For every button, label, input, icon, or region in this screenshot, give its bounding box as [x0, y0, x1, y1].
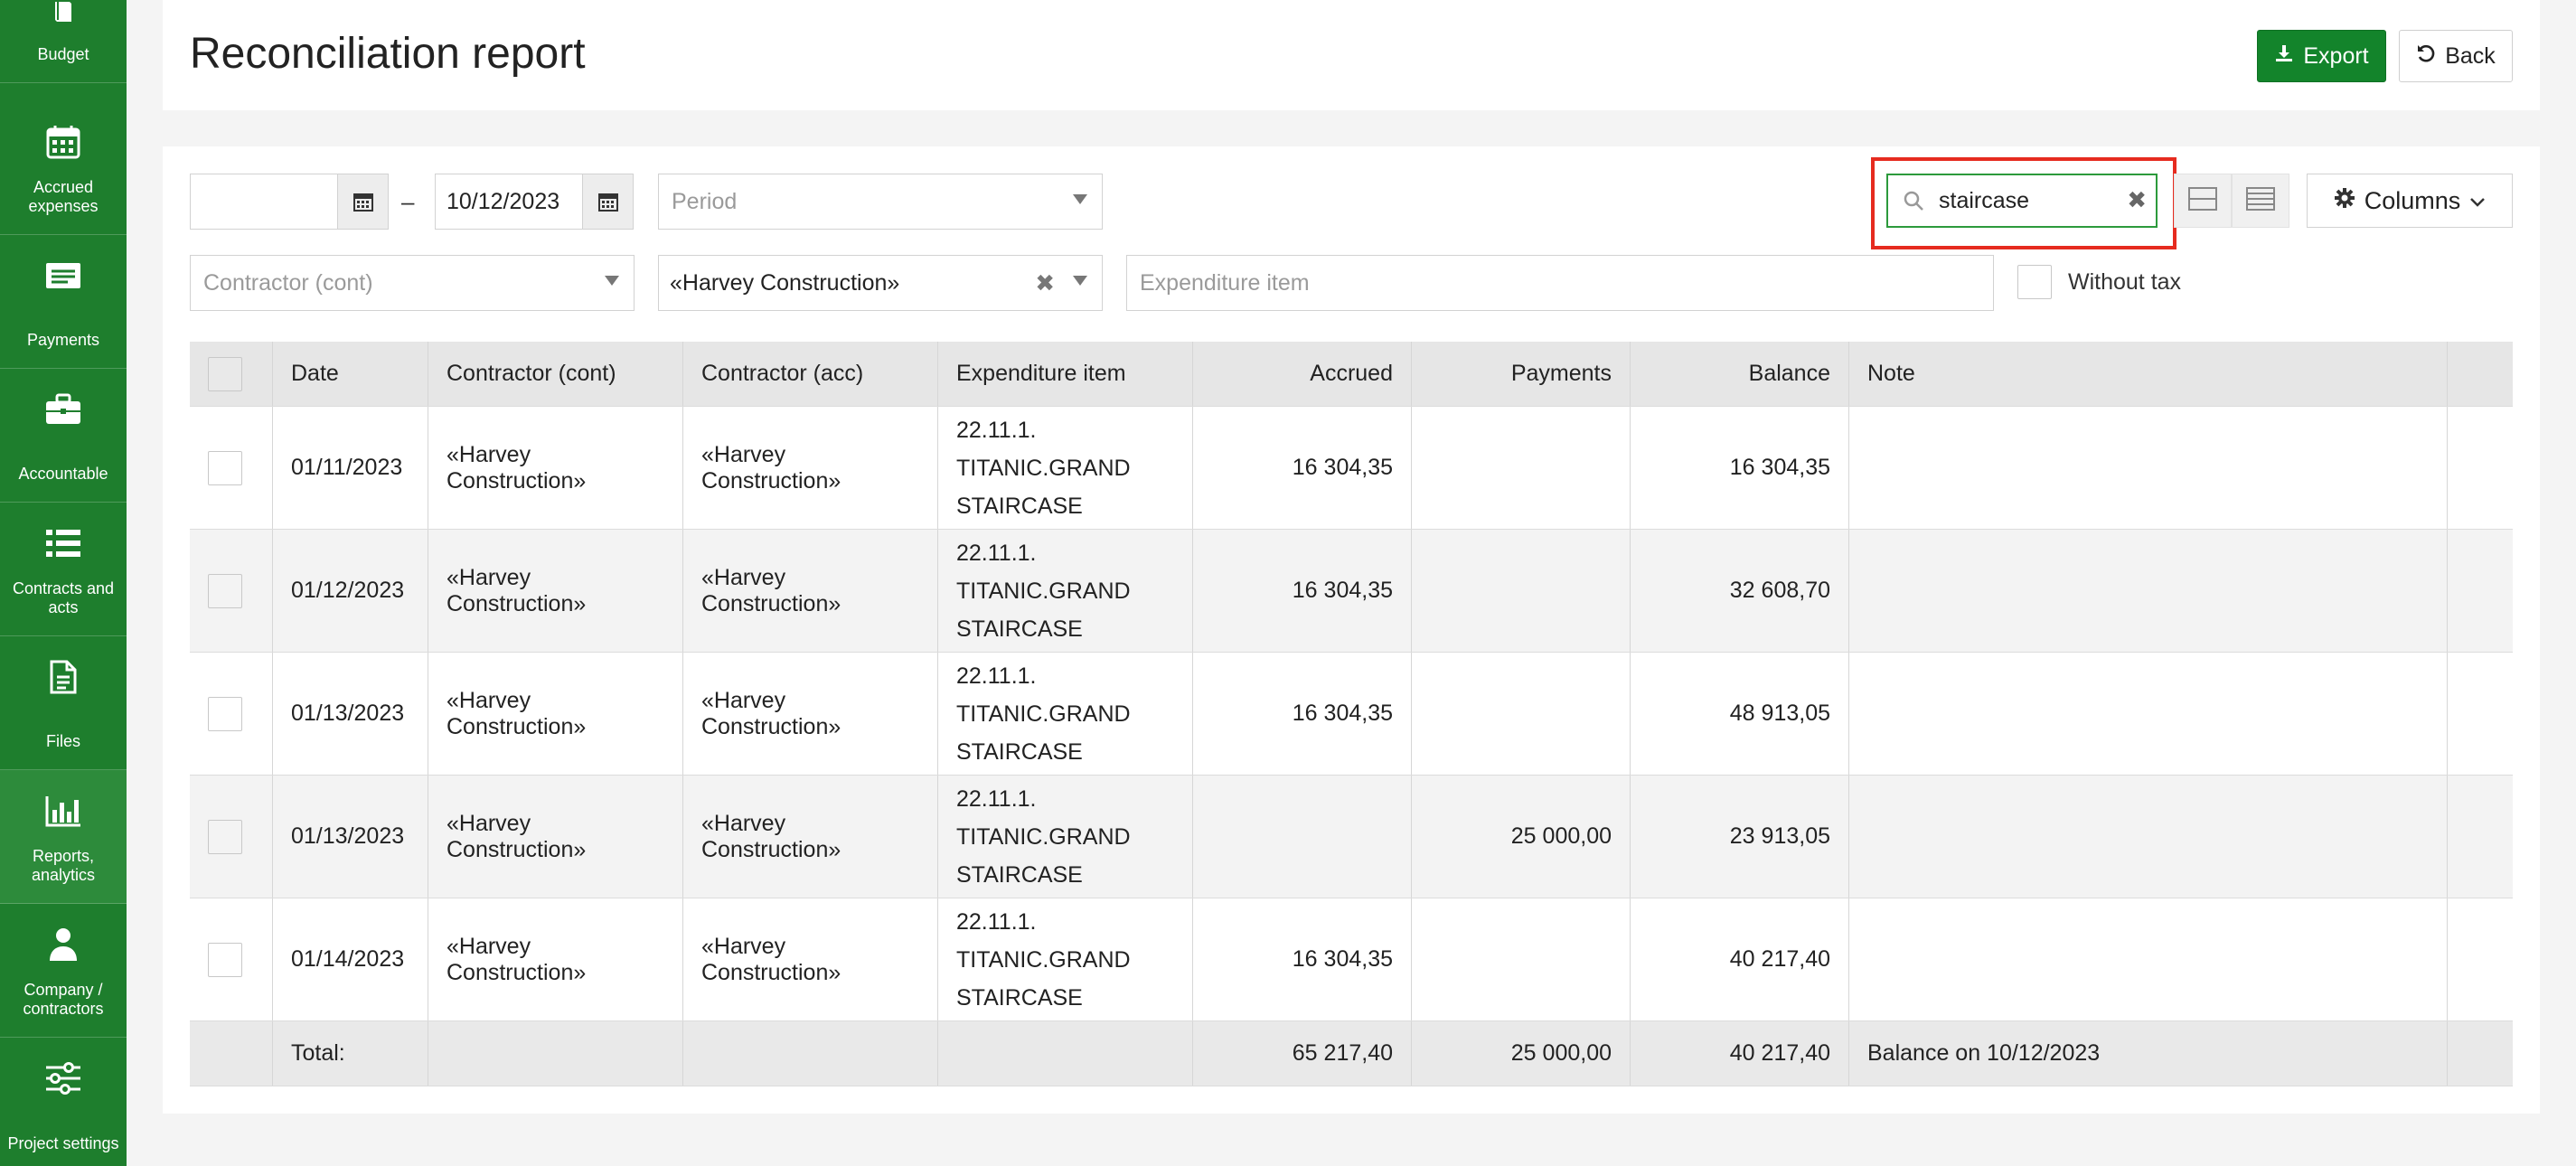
col-header-contractor-cont[interactable]: Contractor (cont) — [428, 342, 683, 406]
list-icon — [42, 522, 84, 564]
table-row[interactable]: 01/12/2023 «Harvey Construction» «Harvey… — [190, 530, 2513, 653]
row-checkbox[interactable] — [208, 450, 242, 485]
col-header-payments[interactable]: Payments — [1412, 342, 1631, 406]
chevron-down-icon — [1073, 194, 1087, 204]
sidebar-item-project-settings[interactable]: Project settings — [0, 1038, 127, 1166]
search-icon — [1903, 190, 1924, 218]
table-total-row: Total: 65 217,40 25 000,00 40 217,40 Bal… — [190, 1021, 2513, 1086]
without-tax-label: Without tax — [2068, 269, 2182, 295]
col-header-date[interactable]: Date — [273, 342, 428, 406]
sidebar-item-files[interactable]: Files — [0, 636, 127, 770]
row-checkbox[interactable] — [208, 573, 242, 608]
period-select[interactable]: Period — [658, 174, 1103, 230]
undo-icon — [2416, 43, 2436, 70]
contractor-acc-select[interactable]: «Harvey Construction» ✖ — [658, 255, 1103, 311]
rows-compact-icon — [2187, 186, 2218, 216]
sidebar-item-reports-analytics[interactable]: Reports, analytics — [0, 770, 127, 904]
sidebar: Budget Accrued expenses Payments Account… — [0, 0, 127, 1166]
select-all-checkbox[interactable] — [208, 356, 242, 391]
book-icon — [42, 0, 84, 33]
user-icon — [42, 924, 84, 965]
col-header-note[interactable]: Note — [1849, 342, 2448, 406]
without-tax-checkbox[interactable] — [2017, 265, 2052, 299]
table-row[interactable]: 01/13/2023 «Harvey Construction» «Harvey… — [190, 776, 2513, 898]
clear-search-icon[interactable]: ✖ — [2127, 186, 2147, 213]
bar-chart-icon — [42, 790, 84, 832]
calendar-icon[interactable] — [337, 174, 388, 229]
chevron-down-icon — [1073, 276, 1087, 286]
total-balance: 40 217,40 — [1631, 1021, 1849, 1086]
compact-view-button[interactable] — [2174, 174, 2232, 228]
contractor-cont-select[interactable]: Contractor (cont) — [190, 255, 635, 311]
chevron-down-icon — [605, 276, 619, 286]
total-label: Total: — [273, 1021, 428, 1086]
col-header-contractor-acc[interactable]: Contractor (acc) — [683, 342, 938, 406]
total-note: Balance on 10/12/2023 — [1849, 1021, 2448, 1086]
expanded-view-button[interactable] — [2232, 174, 2289, 228]
date-to-field[interactable]: 10/12/2023 — [435, 174, 634, 230]
table-row[interactable]: 01/13/2023 «Harvey Construction» «Harvey… — [190, 653, 2513, 776]
search-input[interactable]: staircase ✖ — [1886, 174, 2158, 228]
sidebar-item-company-contractors[interactable]: Company / contractors — [0, 904, 127, 1038]
download-icon — [2274, 43, 2294, 70]
sidebar-item-accrued-expenses[interactable]: Accrued expenses — [0, 101, 127, 235]
date-range-dash: – — [401, 188, 415, 215]
calendar-icon — [42, 121, 84, 163]
row-checkbox[interactable] — [208, 696, 242, 731]
col-header-balance[interactable]: Balance — [1631, 342, 1849, 406]
briefcase-icon — [42, 389, 84, 430]
money-icon — [42, 255, 84, 296]
total-payments: 25 000,00 — [1412, 1021, 1631, 1086]
table-row[interactable]: 01/11/2023 «Harvey Construction» «Harvey… — [190, 407, 2513, 530]
row-checkbox[interactable] — [208, 942, 242, 977]
calendar-icon[interactable] — [582, 174, 633, 229]
col-header-accrued[interactable]: Accrued — [1193, 342, 1412, 406]
col-header-expenditure-item[interactable]: Expenditure item — [938, 342, 1193, 406]
total-accrued: 65 217,40 — [1193, 1021, 1412, 1086]
date-from-field[interactable] — [190, 174, 389, 230]
columns-button[interactable]: Columns — [2307, 174, 2513, 228]
clear-selection-icon[interactable]: ✖ — [1035, 269, 1055, 296]
sidebar-item-accountable[interactable]: Accountable — [0, 369, 127, 503]
export-button[interactable]: Export — [2257, 30, 2386, 82]
row-checkbox[interactable] — [208, 819, 242, 854]
expenditure-item-input[interactable]: Expenditure item — [1126, 255, 1994, 311]
file-icon — [42, 656, 84, 698]
table-row[interactable]: 01/14/2023 «Harvey Construction» «Harvey… — [190, 898, 2513, 1021]
sliders-icon — [42, 1058, 84, 1099]
sidebar-item-contracts-and-acts[interactable]: Contracts and acts — [0, 503, 127, 636]
header-card: Reconciliation report Export Back — [163, 0, 2540, 110]
chevron-down-icon — [2469, 187, 2486, 215]
gear-icon — [2334, 187, 2355, 215]
sidebar-item-budget[interactable]: Budget — [0, 0, 127, 83]
back-button[interactable]: Back — [2399, 30, 2513, 82]
table-header-row: Date Contractor (cont) Contractor (acc) … — [190, 342, 2513, 407]
rows-expanded-icon — [2245, 186, 2276, 216]
page-title: Reconciliation report — [190, 30, 586, 78]
sidebar-item-payments[interactable]: Payments — [0, 235, 127, 369]
